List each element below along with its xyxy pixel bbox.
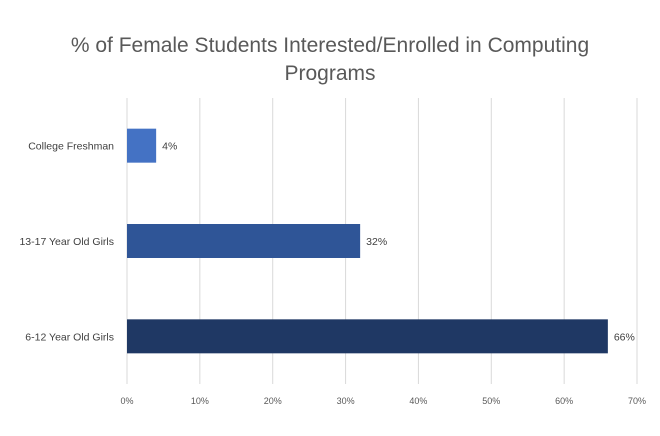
bar <box>127 224 361 258</box>
data-label: 66% <box>614 331 635 343</box>
category-label: College Freshman <box>28 141 114 153</box>
category-label: 6-12 Year Old Girls <box>25 331 114 343</box>
bar <box>127 128 157 163</box>
data-label: 4% <box>162 141 177 153</box>
x-tick-label: 60% <box>555 396 573 406</box>
x-tick-label: 70% <box>628 396 646 406</box>
x-tick-label: 50% <box>482 396 500 406</box>
x-tick-label: 10% <box>191 396 209 406</box>
bar <box>127 319 608 354</box>
x-tick-label: 20% <box>264 396 282 406</box>
chart-title: % of Female Students Interested/Enrolled… <box>0 32 660 88</box>
x-tick-label: 0% <box>120 396 133 406</box>
data-label: 32% <box>366 236 387 248</box>
x-tick-label: 30% <box>337 396 355 406</box>
category-label: 13-17 Year Old Girls <box>19 236 114 248</box>
chart-title-line-1: % of Female Students Interested/Enrolled… <box>70 34 590 57</box>
chart-title-line-2: Programs <box>284 62 376 85</box>
x-tick-label: 40% <box>409 396 427 406</box>
